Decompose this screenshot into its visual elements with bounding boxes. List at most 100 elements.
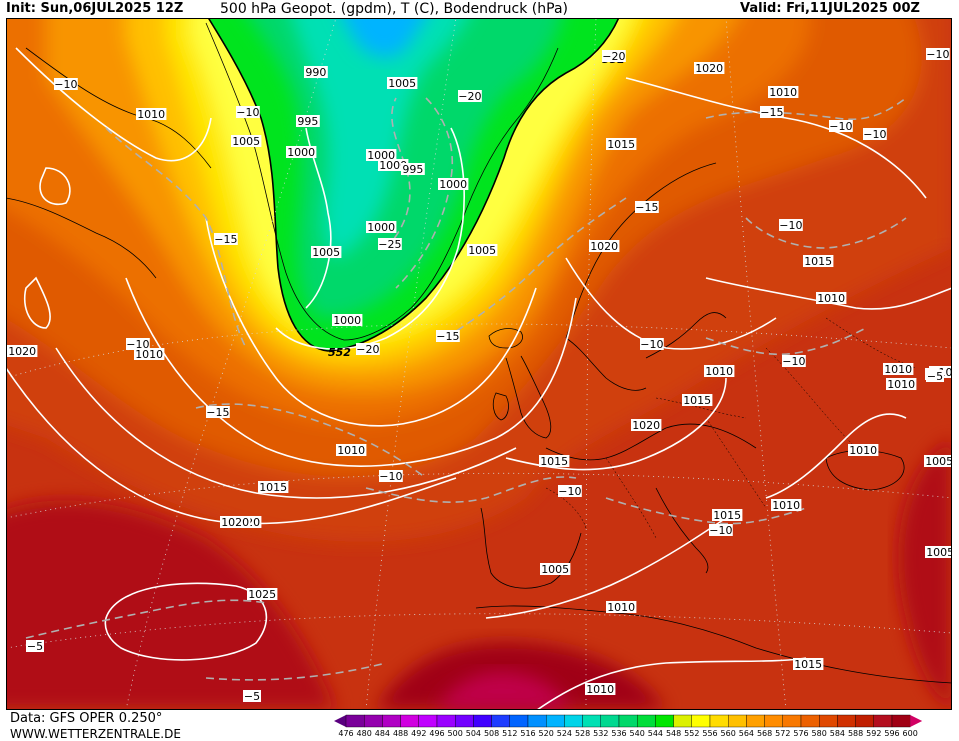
- pressure-label: 1005: [311, 246, 342, 259]
- legend-value-label: 512: [502, 729, 518, 738]
- legend-value-label: 536: [611, 729, 627, 738]
- pressure-label: 1015: [682, 394, 713, 407]
- svg-text:990: 990: [305, 66, 326, 79]
- svg-text:−10: −10: [829, 120, 852, 133]
- map-border: [6, 18, 952, 710]
- pressure-labels: 9909951000100510101005100010009951000100…: [7, 62, 952, 696]
- pressure-label: 1010: [136, 108, 167, 121]
- svg-text:1015: 1015: [259, 481, 287, 494]
- pressure-label: 1010: [816, 292, 847, 305]
- legend-swatch: [782, 714, 802, 728]
- legend-swatch: [891, 714, 911, 728]
- svg-text:1015: 1015: [607, 138, 635, 151]
- legend-swatch: [637, 714, 656, 728]
- legend-value-label: 528: [574, 729, 591, 738]
- pressure-label: 1010: [336, 444, 367, 457]
- temperature-label: −15: [206, 406, 230, 419]
- temperature-label: −15: [635, 201, 659, 214]
- legend-swatch: [673, 714, 693, 728]
- legend-value-label: 548: [665, 729, 682, 738]
- legend-value-label: 600: [902, 729, 918, 738]
- temperature-label: −10: [54, 78, 78, 91]
- legend-value-label: 492: [411, 729, 427, 738]
- svg-text:1010: 1010: [769, 86, 797, 99]
- svg-text:1010: 1010: [135, 348, 163, 361]
- pressure-label: 995: [401, 163, 425, 176]
- legend-swatch: [382, 714, 401, 728]
- legend-value-label: 476: [338, 729, 354, 738]
- svg-text:1010: 1010: [337, 444, 365, 457]
- coast-scandinavia: [565, 162, 717, 339]
- svg-text:−10: −10: [709, 524, 732, 537]
- legend-value-label: 580: [811, 729, 827, 738]
- svg-text:1000: 1000: [439, 178, 467, 191]
- warm-core-inner: [436, 671, 571, 710]
- legend-swatch: [728, 714, 747, 728]
- temperature-label: −10: [558, 485, 582, 498]
- pressure-label: 1015: [606, 138, 637, 151]
- legend-swatch: [527, 714, 547, 728]
- legend-value-label: 532: [593, 729, 609, 738]
- temperature-label: −20: [356, 343, 380, 356]
- legend-value-label: 480: [356, 729, 372, 738]
- svg-text:1010: 1010: [887, 378, 915, 391]
- svg-text:1015: 1015: [713, 509, 741, 522]
- pressure-label: 1000: [366, 149, 397, 162]
- pressure-label: 1025: [247, 588, 278, 601]
- svg-text:−10: −10: [558, 485, 581, 498]
- legend-value-label: 496: [429, 729, 445, 738]
- temperature-label: −5: [926, 370, 944, 383]
- pressure-label: 1010: [886, 378, 917, 391]
- svg-text:1000: 1000: [367, 149, 395, 162]
- pressure-label: 1015: [258, 481, 289, 494]
- svg-text:1015: 1015: [540, 455, 568, 468]
- svg-text:−10: −10: [236, 106, 259, 119]
- legend-swatch: [454, 714, 474, 728]
- legend-value-label: 508: [483, 729, 500, 738]
- svg-text:1005: 1005: [926, 546, 952, 559]
- svg-text:1010: 1010: [772, 499, 800, 512]
- svg-text:1005: 1005: [925, 455, 952, 468]
- svg-text:1020: 1020: [590, 240, 618, 253]
- svg-text:1020: 1020: [8, 345, 36, 358]
- svg-text:−5: −5: [244, 690, 260, 703]
- svg-text:1005: 1005: [541, 563, 569, 576]
- legend-swatch: [618, 714, 638, 728]
- svg-text:1020: 1020: [632, 419, 660, 432]
- forecast-map: 552 552 99099510001005101010051000100099…: [6, 18, 952, 710]
- legend-swatch: [800, 714, 820, 728]
- pressure-label: 1015: [793, 658, 824, 671]
- map-title: 500 hPa Geopot. (gpdm), T (C), Bodendruc…: [220, 1, 568, 17]
- temperature-label: −15: [760, 106, 784, 119]
- temperature-label: −10: [926, 48, 950, 61]
- warm-east: [898, 438, 952, 710]
- coast-norway: [565, 337, 647, 391]
- legend-arrow-left: [334, 715, 346, 727]
- svg-text:1015: 1015: [804, 255, 832, 268]
- svg-text:1010: 1010: [586, 683, 614, 696]
- coast-labrador: [6, 197, 157, 279]
- pressure-label: 1010: [771, 499, 802, 512]
- svg-text:−20: −20: [458, 90, 481, 103]
- svg-text:1010: 1010: [137, 108, 165, 121]
- svg-text:1000: 1000: [287, 146, 315, 159]
- pressure-label: 1010: [848, 444, 879, 457]
- pressure-label: 1005: [467, 244, 498, 257]
- legend-value-label: 484: [374, 729, 391, 738]
- legend-value-label: 576: [793, 729, 809, 738]
- pressure-label: 1010: [134, 348, 165, 361]
- legend-value-label: 552: [684, 729, 700, 738]
- legend-swatch: [873, 714, 893, 728]
- coast-britain: [505, 355, 552, 439]
- coast-iceland: [488, 328, 523, 349]
- temperature-label: −10: [379, 470, 403, 483]
- pressure-label: 1020: [589, 240, 620, 253]
- legend-value-label: 516: [520, 729, 536, 738]
- temperature-label: −5: [243, 690, 261, 703]
- svg-text:−10: −10: [782, 355, 805, 368]
- pressure-label: 1010: [606, 601, 637, 614]
- legend-swatch: [600, 714, 620, 728]
- svg-text:1015: 1015: [683, 394, 711, 407]
- color-legend: [334, 714, 923, 728]
- pressure-label: 1015: [712, 509, 743, 522]
